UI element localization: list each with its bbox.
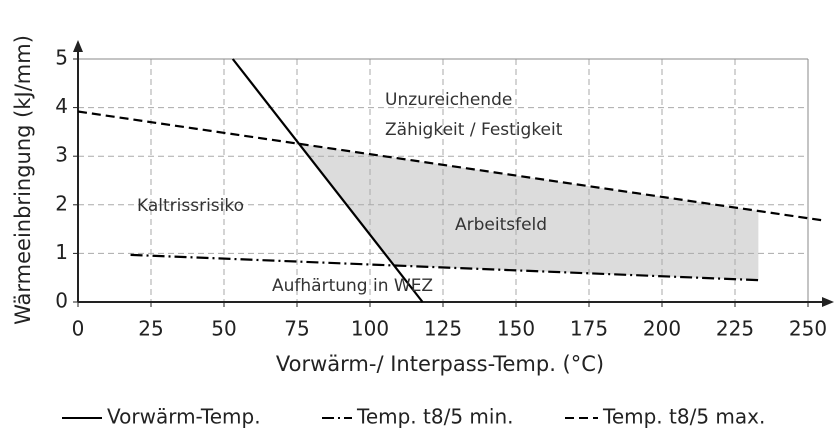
y-tick-label: 4 xyxy=(55,94,68,118)
x-tick-label: 150 xyxy=(497,317,535,341)
y-tick-label: 5 xyxy=(55,46,68,70)
series-line xyxy=(231,58,424,303)
legend-label: Temp. t8/5 max. xyxy=(602,405,765,429)
x-axis-title: Vorwärm-/ Interpass-Temp. (°C) xyxy=(276,352,604,376)
x-axis-arrow xyxy=(822,297,834,307)
x-tick-label: 0 xyxy=(72,317,85,341)
annotation: Aufhärtung in WEZ xyxy=(272,276,433,296)
y-tick-label: 3 xyxy=(55,143,68,167)
y-axis-arrow xyxy=(73,40,83,52)
x-tick-label: 225 xyxy=(716,317,754,341)
x-tick-label: 250 xyxy=(789,317,827,341)
x-tick-label: 75 xyxy=(284,317,309,341)
x-tick-label: 25 xyxy=(138,317,163,341)
x-tick-label: 200 xyxy=(643,317,681,341)
y-tick-label: 0 xyxy=(55,289,68,313)
y-tick-label: 1 xyxy=(55,240,68,264)
annotation: Kaltrissrisiko xyxy=(137,196,244,216)
legend-label: Vorwärm-Temp. xyxy=(107,405,261,429)
x-tick-label: 175 xyxy=(570,317,608,341)
working-area xyxy=(298,143,759,281)
y-axis-title: Wärmeeinbringung (kJ/mm) xyxy=(11,35,35,325)
annotation: Zähigkeit / Festigkeit xyxy=(385,120,563,140)
annotation: Arbeitsfeld xyxy=(455,215,547,235)
x-tick-label: 125 xyxy=(424,317,462,341)
series-line xyxy=(130,253,759,282)
x-tick-label: 50 xyxy=(211,317,236,341)
legend-label: Temp. t8/5 min. xyxy=(356,405,513,429)
y-tick-label: 2 xyxy=(55,191,68,215)
annotation: Unzureichende xyxy=(385,90,512,110)
x-tick-label: 100 xyxy=(351,317,389,341)
